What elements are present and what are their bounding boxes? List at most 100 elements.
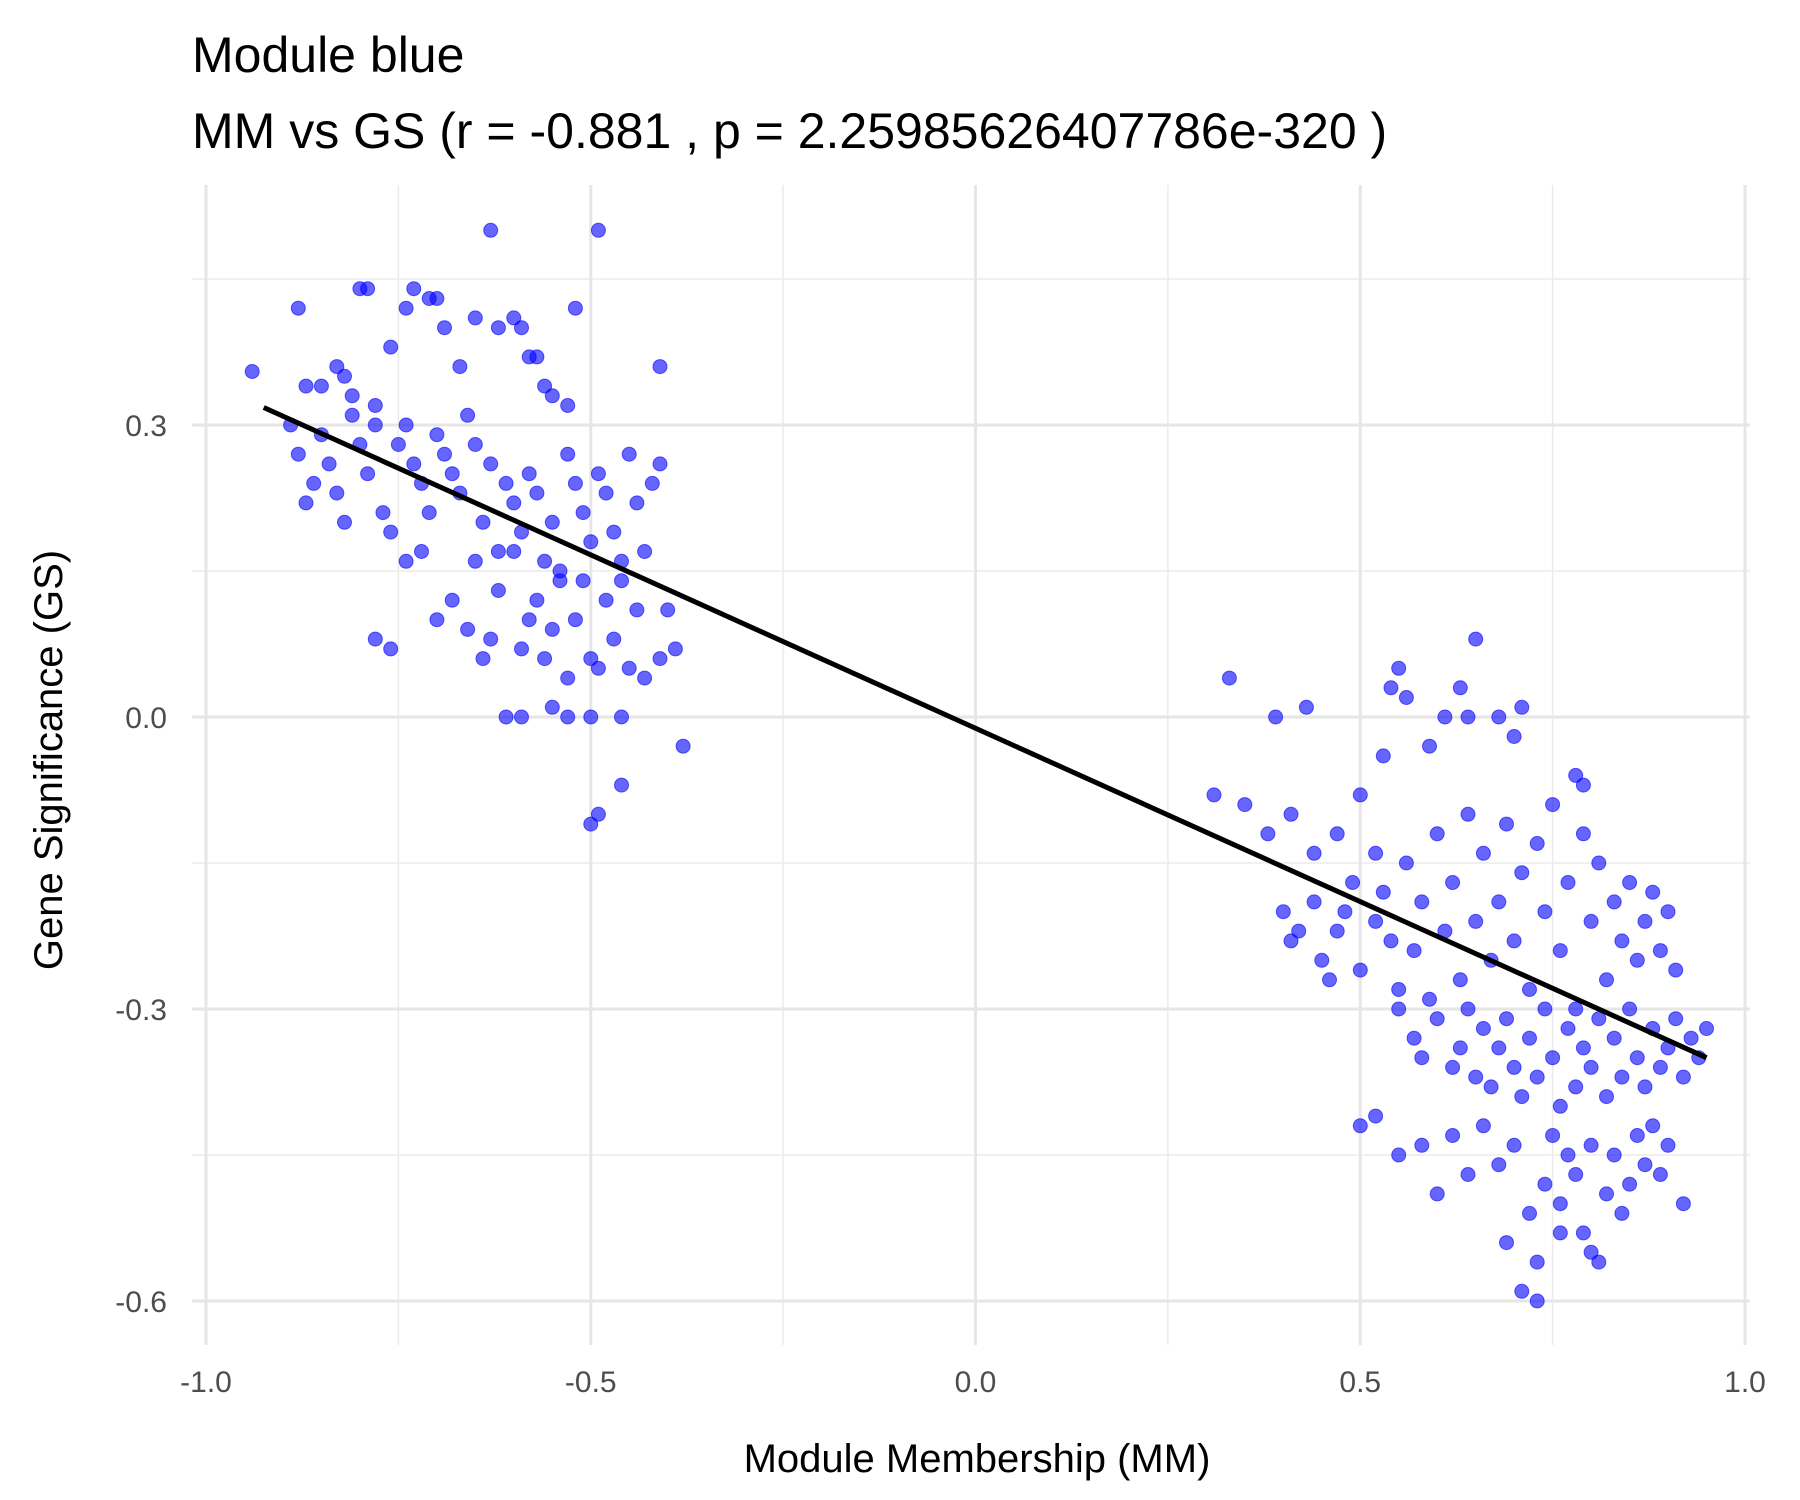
data-point (1614, 1205, 1630, 1221)
data-point (337, 514, 352, 530)
data-point (1614, 1069, 1630, 1085)
data-point (1529, 1293, 1545, 1309)
data-point (498, 709, 514, 725)
y-tick-label: 0.0 (125, 702, 167, 735)
data-point (483, 222, 499, 238)
data-point (483, 631, 499, 647)
grid-minor (192, 185, 1750, 1345)
data-point (652, 651, 668, 667)
data-point (583, 709, 599, 725)
data-point (621, 446, 637, 462)
data-point (1398, 690, 1414, 705)
data-point (367, 631, 383, 647)
data-point (644, 475, 660, 491)
data-point (406, 456, 422, 472)
data-point (1668, 962, 1684, 978)
data-point (1345, 875, 1361, 890)
data-point (1675, 1196, 1691, 1212)
data-point (629, 495, 645, 511)
data-point (1314, 952, 1330, 968)
data-point (1614, 933, 1630, 949)
data-point (567, 300, 583, 316)
data-point (606, 524, 622, 540)
data-point (1606, 1030, 1622, 1046)
data-point (1629, 1128, 1645, 1143)
data-point (560, 709, 576, 725)
data-point (1437, 709, 1453, 725)
data-point (1445, 875, 1461, 890)
data-point (1529, 836, 1545, 851)
data-point (1499, 1235, 1514, 1251)
data-point (1460, 1001, 1476, 1017)
data-point (1352, 787, 1368, 803)
data-point (1422, 738, 1437, 754)
data-point (444, 466, 460, 482)
data-point (652, 456, 668, 472)
data-point (1398, 855, 1414, 871)
data-point (475, 514, 491, 530)
data-point (306, 475, 322, 491)
data-point (1460, 1167, 1476, 1182)
data-point (1460, 709, 1476, 725)
data-point (1545, 797, 1561, 813)
data-point (360, 281, 376, 297)
data-point (1568, 1079, 1584, 1095)
data-point (1575, 1225, 1591, 1241)
data-point (1583, 1059, 1599, 1075)
data-point (598, 485, 614, 501)
data-point (1629, 952, 1645, 968)
data-point (1429, 826, 1445, 842)
data-point (537, 651, 553, 667)
data-point (614, 573, 629, 589)
data-point (552, 563, 568, 579)
data-point (1514, 1283, 1530, 1299)
data-point (1329, 826, 1345, 842)
data-points (244, 222, 1714, 1309)
y-tick-label: -0.6 (115, 1286, 167, 1319)
data-point (1560, 875, 1576, 890)
data-point (1645, 884, 1661, 900)
data-point (606, 631, 622, 647)
data-point (1368, 845, 1384, 861)
data-point (1352, 1118, 1368, 1134)
data-point (583, 534, 599, 550)
chart-title: Module blue (192, 27, 465, 83)
data-point (1391, 1147, 1407, 1163)
data-point (1552, 943, 1568, 959)
data-point (1560, 1021, 1576, 1036)
data-point (590, 660, 606, 676)
data-point (544, 388, 560, 404)
data-point (1637, 1079, 1653, 1095)
data-point (337, 368, 352, 384)
data-point (467, 437, 483, 452)
data-point (383, 339, 399, 355)
data-point (398, 553, 414, 569)
data-point (1352, 962, 1368, 978)
data-point (1683, 1030, 1699, 1046)
data-point (529, 592, 545, 608)
data-point (1506, 1137, 1522, 1153)
data-point (1599, 1089, 1614, 1105)
data-point (483, 456, 499, 472)
data-point (1406, 943, 1422, 959)
data-point (1545, 1128, 1561, 1143)
data-point (460, 621, 476, 637)
data-point (490, 544, 506, 559)
data-point (452, 359, 468, 375)
data-point (1414, 1137, 1430, 1153)
data-point (1406, 1030, 1422, 1046)
data-point (1414, 1050, 1430, 1066)
data-point (1445, 1059, 1461, 1075)
data-point (637, 544, 653, 559)
data-point (506, 544, 522, 559)
data-point (514, 641, 529, 657)
data-point (1375, 884, 1391, 900)
data-point (244, 364, 260, 379)
data-point (1575, 777, 1591, 793)
data-point (1529, 1254, 1545, 1270)
data-point (383, 524, 399, 540)
data-point (660, 602, 676, 618)
x-tick-label: 1.0 (1724, 1366, 1766, 1399)
data-point (1391, 1001, 1407, 1017)
data-point (583, 816, 599, 832)
